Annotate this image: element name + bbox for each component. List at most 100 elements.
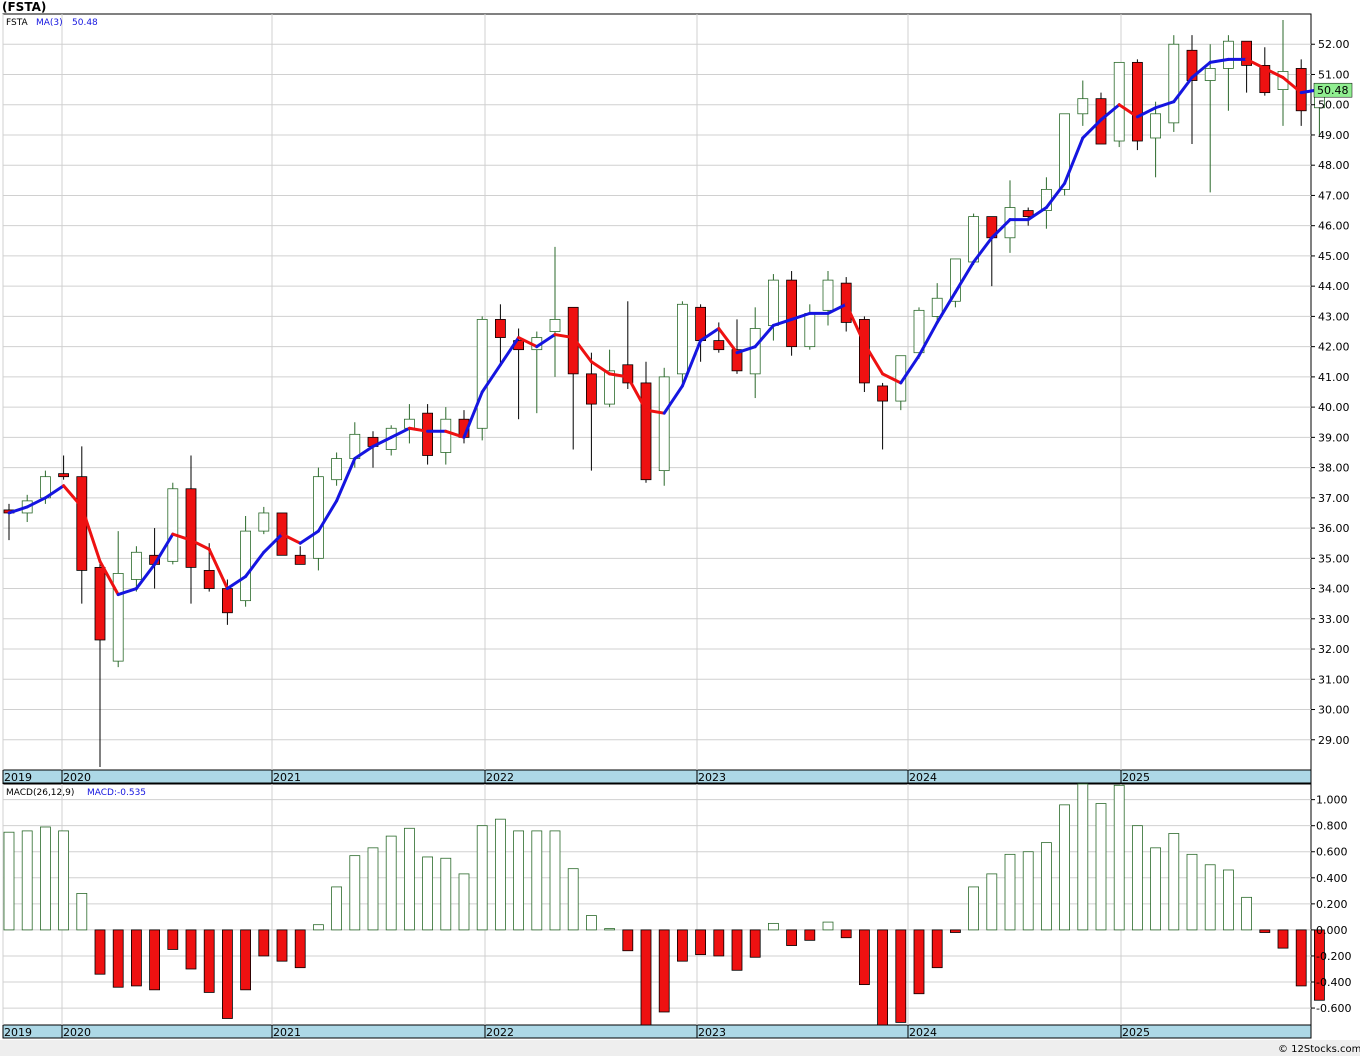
price-legend: FSTA MA(3) 50.48 (6, 18, 98, 28)
ma-segment (1208, 57, 1230, 64)
bottom-strip (0, 1040, 1360, 1056)
ma-segment (1135, 106, 1158, 119)
candle-body (950, 258, 961, 302)
macd-bar-negative (877, 929, 888, 1026)
ma-segment (1154, 100, 1176, 110)
candle-body (586, 373, 597, 405)
macd-bar-positive (312, 924, 324, 931)
macd-bar-positive (40, 826, 51, 931)
ma-segment (1081, 118, 1103, 140)
macd-bar-positive (1223, 869, 1234, 931)
candle-body (1223, 40, 1234, 69)
ma-segment (225, 574, 248, 591)
macd-bar-negative (640, 929, 652, 1026)
price-y-tick-label: 49.00 (1318, 129, 1350, 142)
macd-bar-positive (531, 830, 543, 931)
candle-body (494, 319, 506, 338)
ma-segment (316, 499, 339, 533)
macd-value-legend: MACD:-0.535 (87, 788, 146, 798)
last-price-marker: 50.48 (1313, 82, 1353, 98)
candle-down (58, 455, 69, 480)
price-y-tick-label: 36.00 (1318, 522, 1350, 535)
candle-up (440, 407, 452, 465)
price-y-tick-label: 38.00 (1318, 462, 1350, 475)
candle-up (1077, 80, 1089, 126)
candle-down (1132, 59, 1143, 151)
price-y-tick-label: 39.00 (1318, 431, 1350, 444)
macd-bar-negative (258, 929, 270, 957)
candle-body (440, 418, 452, 453)
candle-up (604, 349, 615, 408)
candle-up (167, 482, 179, 565)
ma-segment (189, 538, 211, 551)
ma-segment (1099, 103, 1121, 122)
macd-bar-negative (950, 929, 961, 933)
ma-segment (335, 457, 357, 503)
candle-body (622, 364, 634, 384)
ma-segment (1044, 181, 1067, 210)
candle-down (422, 404, 434, 465)
candle-body (185, 488, 197, 568)
candle-body (1259, 65, 1271, 94)
macd-bar-positive (1186, 853, 1198, 931)
macd-y-tick-label: 0.000 (1316, 924, 1348, 937)
ma-segment (1263, 66, 1285, 80)
candle-up (476, 316, 488, 441)
candle-body (1186, 49, 1198, 81)
price-y-tick-label: 35.00 (1318, 552, 1350, 565)
price-x-tick-label: 2024 (909, 771, 937, 784)
macd-bar-negative (167, 929, 179, 950)
ma-segment (153, 532, 175, 566)
ma-segment (608, 372, 630, 379)
candle-down (622, 301, 634, 389)
candle-body (167, 488, 179, 562)
ma-segment (699, 326, 721, 343)
price-y-tick-label: 44.00 (1318, 280, 1350, 293)
macd-bar-positive (1059, 804, 1070, 931)
price-y-tick-label: 33.00 (1318, 613, 1350, 626)
macd-bar-positive (1077, 783, 1089, 931)
macd-bar-positive (58, 830, 69, 931)
candle-body (1077, 98, 1089, 115)
candle-body (76, 476, 88, 571)
ma-segment (844, 302, 866, 346)
macd-bar-positive (422, 856, 434, 931)
candle-up (240, 515, 252, 607)
candle-up (130, 546, 142, 592)
macd-bar-positive (1150, 847, 1161, 931)
macd-bar-positive (1168, 833, 1180, 931)
ma-segment (953, 260, 976, 294)
candle-body (112, 573, 124, 662)
candle-body (1132, 61, 1143, 142)
ma-segment (571, 336, 593, 364)
price-x-tick-label: 2022 (486, 771, 514, 784)
macd-bar-positive (1022, 851, 1034, 931)
candle-down (859, 316, 870, 392)
price-y-tick-label: 40.00 (1318, 401, 1350, 414)
candle-body (58, 473, 69, 478)
candle-body (567, 306, 579, 375)
macd-panel-frame (2, 783, 1312, 1026)
macd-bar-negative (1314, 929, 1325, 1001)
price-x-axis-band (2, 769, 1312, 784)
ma-segment (881, 372, 903, 385)
macd-x-tick-label: 2024 (909, 1026, 937, 1039)
macd-bar-positive (403, 827, 415, 931)
candle-body (895, 355, 907, 402)
candle-up (312, 467, 324, 571)
price-y-tick-label: 30.00 (1318, 704, 1350, 717)
candle-down (94, 558, 106, 767)
macd-bar-negative (149, 929, 161, 991)
ma-segment (280, 532, 302, 545)
ma-segment (80, 505, 102, 563)
candle-up (677, 301, 688, 383)
candle-up (822, 271, 834, 326)
ma-segment (517, 336, 539, 349)
ma-segment (134, 562, 157, 591)
macd-bar-negative (240, 929, 252, 991)
last-price-box (1313, 82, 1353, 98)
macd-y-axis: 1.000 0.800 0.600 0.400 0.200 0.000 -0.200 -0.4… (1311, 794, 1351, 1015)
price-y-tick-label: 45.00 (1318, 250, 1350, 263)
ma-segment (1026, 206, 1048, 222)
ma-segment (1117, 103, 1139, 119)
